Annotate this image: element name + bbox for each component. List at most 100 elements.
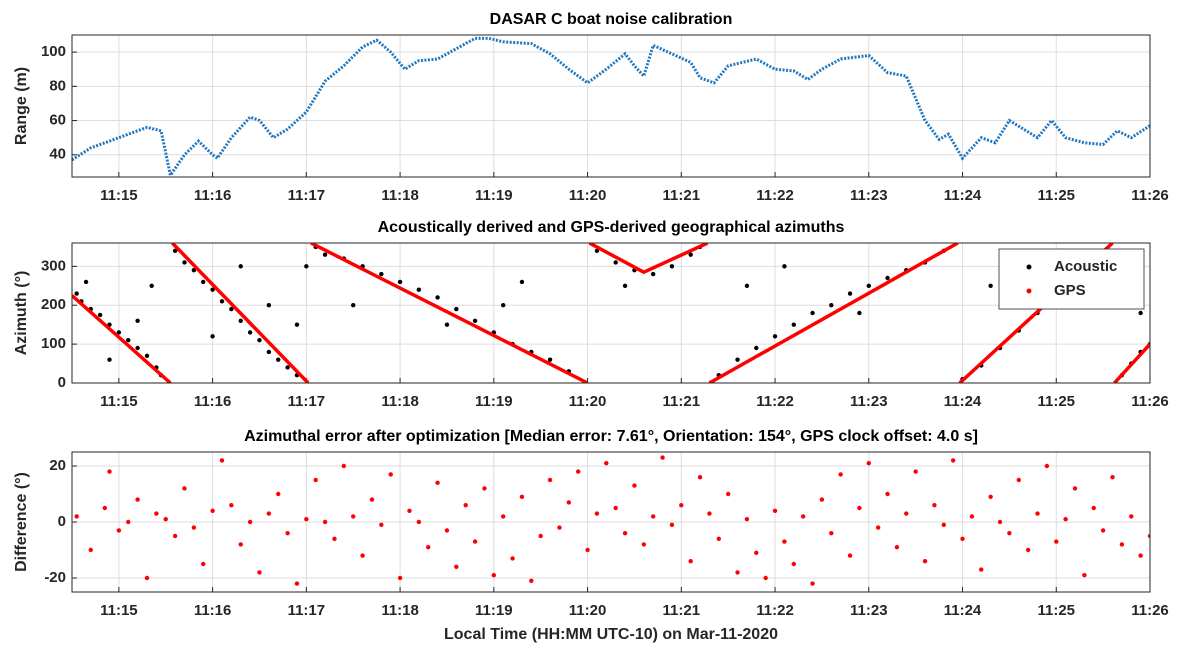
x-tick-label: 11:17: [288, 602, 326, 619]
point: [894, 545, 900, 550]
point: [1025, 547, 1031, 553]
x-tick-label: 11:19: [475, 187, 513, 204]
point: [435, 480, 440, 485]
point: [969, 514, 975, 519]
point: [332, 536, 337, 541]
y-tick-label: 60: [49, 112, 66, 129]
point: [322, 252, 328, 257]
point: [988, 494, 993, 499]
point: [594, 248, 600, 253]
point: [172, 533, 178, 539]
point: [885, 491, 890, 497]
point: [810, 310, 815, 316]
point: [102, 505, 108, 511]
point: [669, 522, 675, 527]
point: [201, 279, 206, 285]
series-group: [72, 243, 1150, 383]
legend-label: Acoustic: [1054, 258, 1117, 275]
x-tick-label: 11:25: [1037, 602, 1075, 619]
x-tick-label: 11:15: [100, 393, 138, 410]
point: [107, 357, 112, 362]
point: [613, 260, 618, 265]
point: [163, 517, 168, 522]
x-tick-label: 11:26: [1131, 187, 1169, 204]
series-group: [72, 36, 1150, 177]
point: [351, 303, 356, 308]
point: [229, 306, 234, 312]
y-tick-label: 0: [58, 374, 66, 391]
x-tick-label: 11:15: [100, 187, 138, 204]
point: [369, 497, 375, 502]
x-tick-label: 11:17: [288, 187, 326, 204]
x-tick-label: 11:21: [663, 393, 701, 410]
plot-frame: [71, 451, 1151, 593]
point: [829, 531, 834, 536]
point: [519, 494, 525, 499]
point: [1082, 573, 1087, 578]
point: [360, 553, 365, 558]
y-tick-label: 80: [49, 77, 66, 94]
point: [266, 511, 272, 516]
point: [866, 283, 871, 288]
plot-frame: [71, 242, 1151, 384]
x-tick-label: 11:25: [1037, 393, 1075, 410]
point: [594, 511, 600, 516]
point: [754, 345, 759, 351]
point: [238, 264, 243, 269]
point: [557, 525, 562, 530]
x-tick-label: 11:20: [569, 393, 607, 410]
y-tick-label: 0: [58, 513, 66, 530]
point: [322, 519, 328, 525]
legend-box: [998, 248, 1145, 310]
point: [763, 575, 768, 581]
point: [669, 264, 675, 269]
point: [819, 497, 825, 502]
point: [397, 575, 403, 581]
x-tick-label: 11:26: [1131, 602, 1169, 619]
point: [266, 349, 272, 355]
point: [1072, 486, 1078, 491]
chart-title: Azimuthal error after optimization [Medi…: [244, 428, 978, 445]
point: [416, 519, 422, 525]
y-tick-label: 100: [41, 335, 66, 352]
point: [604, 461, 609, 466]
point: [735, 357, 740, 362]
x-tick-label: 11:24: [944, 187, 982, 204]
point: [444, 322, 450, 327]
point: [547, 477, 553, 483]
point: [988, 283, 993, 288]
point: [379, 522, 384, 527]
point: [538, 533, 543, 539]
point: [107, 469, 112, 474]
point: [454, 306, 459, 312]
point: [444, 528, 450, 533]
point: [979, 567, 984, 572]
point: [266, 303, 272, 308]
legend-label: GPS: [1054, 282, 1086, 299]
point: [238, 318, 243, 323]
x-tick-label: 11:18: [381, 393, 419, 410]
y-tick-label: 300: [41, 257, 66, 274]
point: [960, 536, 965, 541]
point: [904, 511, 909, 516]
point: [679, 503, 684, 508]
x-tick-label: 11:20: [569, 602, 607, 619]
point: [510, 556, 515, 561]
point: [135, 345, 140, 351]
point: [838, 472, 843, 477]
x-tick-label: 11:23: [850, 602, 888, 619]
x-tick-label: 11:18: [381, 602, 419, 619]
point: [1044, 463, 1050, 469]
point: [829, 303, 834, 308]
series-line: [72, 36, 1150, 177]
point: [97, 312, 103, 318]
point: [660, 455, 665, 460]
point: [707, 511, 712, 516]
point: [276, 357, 281, 362]
point: [613, 505, 618, 511]
point: [172, 248, 178, 253]
x-tick-label: 11:15: [100, 602, 138, 619]
point: [210, 508, 215, 513]
point: [435, 295, 440, 300]
point: [182, 260, 187, 265]
